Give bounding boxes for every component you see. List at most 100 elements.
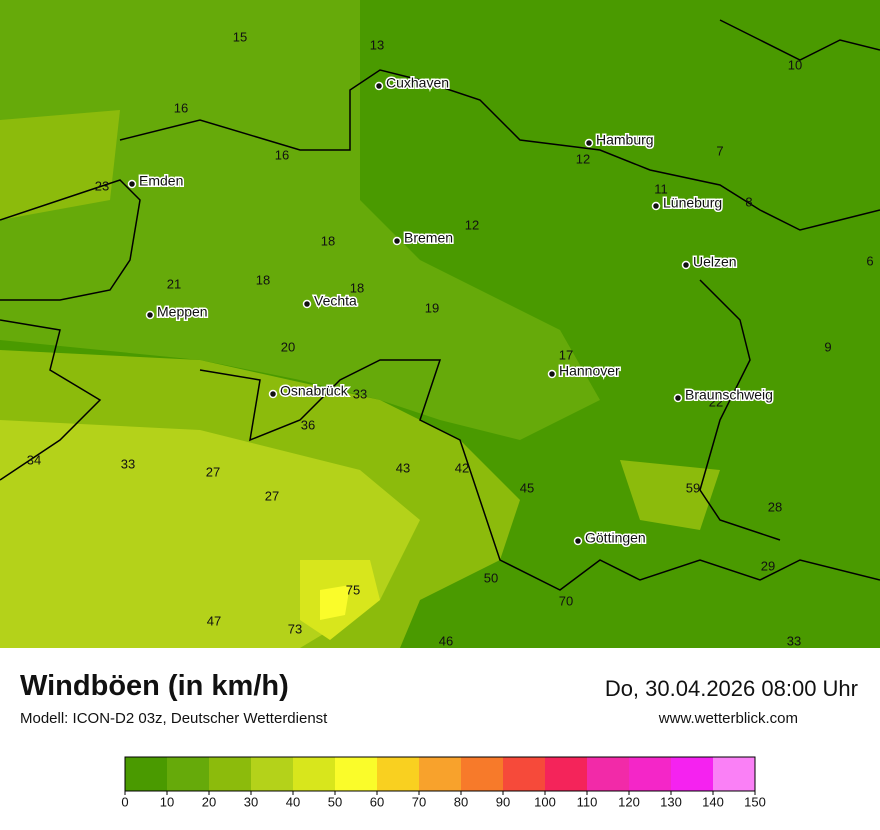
city-dot [573, 536, 583, 546]
colorbar-tick-label: 60 [370, 794, 384, 809]
wind-value: 27 [265, 488, 279, 503]
city-dot [127, 179, 137, 189]
cities: Cuxhaven Hamburg Emden Lüneburg Bremen Uelzen… [127, 73, 774, 547]
city-label: Bremen [404, 230, 453, 246]
wind-value: 12 [465, 217, 479, 232]
wind-value: 42 [455, 460, 469, 475]
city-dot [547, 369, 557, 379]
wind-value: 6 [866, 253, 873, 268]
website: www.wetterblick.com [658, 710, 798, 727]
colorbar-tick-label: 70 [412, 794, 426, 809]
colorbar-bin [461, 757, 503, 791]
wind-value: 18 [350, 280, 364, 295]
city-label: Uelzen [693, 254, 737, 270]
wind-value: 13 [370, 37, 384, 52]
city-label: Emden [139, 173, 183, 189]
subtitle: Modell: ICON-D2 03z, Deutscher Wetterdie… [20, 710, 328, 727]
wind-value: 19 [425, 300, 439, 315]
city-dot [268, 389, 278, 399]
wind-value: 10 [788, 57, 802, 72]
colorbar-tick-label: 150 [744, 794, 766, 809]
city-dot [651, 201, 661, 211]
wind-value: 22 [709, 394, 723, 409]
colorbar: 0 10 20 30 40 50 60 70 80 90 100 110 120 130 140 150 [121, 756, 766, 809]
colorbar-bin [713, 757, 755, 791]
city-dot [673, 393, 683, 403]
colorbar-bin [419, 757, 461, 791]
title: Windböen (in km/h) [20, 670, 289, 702]
colorbar-bin [545, 757, 587, 791]
wind-labels: 15 13 10 16 16 12 7 23 11 8 12 18 6 21 18 18 19 20 17 9 33 22… [27, 29, 874, 648]
wind-value: 46 [439, 633, 453, 648]
wind-value: 17 [559, 347, 573, 362]
colorbar-tick-label: 90 [496, 794, 510, 809]
colorbar-tick-label: 0 [121, 794, 128, 809]
wind-value: 50 [484, 570, 498, 585]
date: Do, 30.04.2026 08:00 Uhr [604, 676, 858, 701]
colorbar-bin [251, 757, 293, 791]
wind-value: 73 [288, 621, 302, 636]
city-label: Hannover [559, 363, 620, 379]
colorbar-frame [124, 756, 756, 792]
wind-value: 7 [716, 143, 723, 158]
wind-value: 75 [346, 582, 360, 597]
wind-value: 21 [167, 276, 181, 291]
wind-value: 47 [207, 613, 221, 628]
city-label: Cuxhaven [386, 75, 449, 91]
wind-value: 16 [174, 100, 188, 115]
colorbar-bin [293, 757, 335, 791]
city-dot [392, 236, 402, 246]
colorbar-bin [167, 757, 209, 791]
wind-value: 36 [301, 417, 315, 432]
wind-value: 33 [787, 633, 801, 648]
wind-value: 34 [27, 452, 41, 467]
wind-value: 18 [321, 233, 335, 248]
colorbar-bin [629, 757, 671, 791]
colorbar-tick-label: 140 [702, 794, 724, 809]
wind-value: 18 [256, 272, 270, 287]
colorbar-tick-label: 30 [244, 794, 258, 809]
wind-value: 12 [576, 151, 590, 166]
region [0, 110, 120, 220]
colorbar-tick-label: 100 [534, 794, 556, 809]
city-dot [681, 260, 691, 270]
wind-value: 59 [686, 480, 700, 495]
city-label: Hamburg [596, 132, 654, 148]
city-label: Osnabrück [280, 383, 349, 399]
city-label: Braunschweig [685, 387, 773, 403]
colorbar-tick-label: 130 [660, 794, 682, 809]
borders [0, 19, 880, 591]
colorbar-bin [335, 757, 377, 791]
colorbar-tick-label: 120 [618, 794, 640, 809]
wind-value: 43 [396, 460, 410, 475]
colorbar-tick-label: 110 [577, 794, 598, 809]
wind-value: 8 [745, 194, 752, 209]
colorbar-tick-label: 20 [202, 794, 216, 809]
colorbar-bin [209, 757, 251, 791]
colorbar-bin [125, 757, 167, 791]
city-label: Meppen [157, 304, 208, 320]
wind-value: 9 [824, 339, 831, 354]
colorbar-tick-label: 40 [286, 794, 300, 809]
colorbar-bin [503, 757, 545, 791]
city-dot [374, 81, 384, 91]
colorbar-tick-label: 10 [160, 794, 174, 809]
wind-value: 70 [559, 593, 573, 608]
city-label: Vechta [314, 293, 357, 309]
wind-value: 33 [353, 386, 367, 401]
wind-value: 20 [281, 339, 295, 354]
colorbar-bin [671, 757, 713, 791]
colorbar-bin [587, 757, 629, 791]
city-label: Göttingen [585, 530, 646, 546]
wind-value: 29 [761, 558, 775, 573]
wind-value: 27 [206, 464, 220, 479]
region [0, 0, 600, 440]
region [320, 585, 350, 620]
wind-value: 33 [121, 456, 135, 471]
wind-value: 15 [233, 29, 247, 44]
city-dot [584, 138, 594, 148]
wind-value: 23 [95, 178, 109, 193]
wind-value: 45 [520, 480, 534, 495]
wind-value: 28 [768, 499, 782, 514]
